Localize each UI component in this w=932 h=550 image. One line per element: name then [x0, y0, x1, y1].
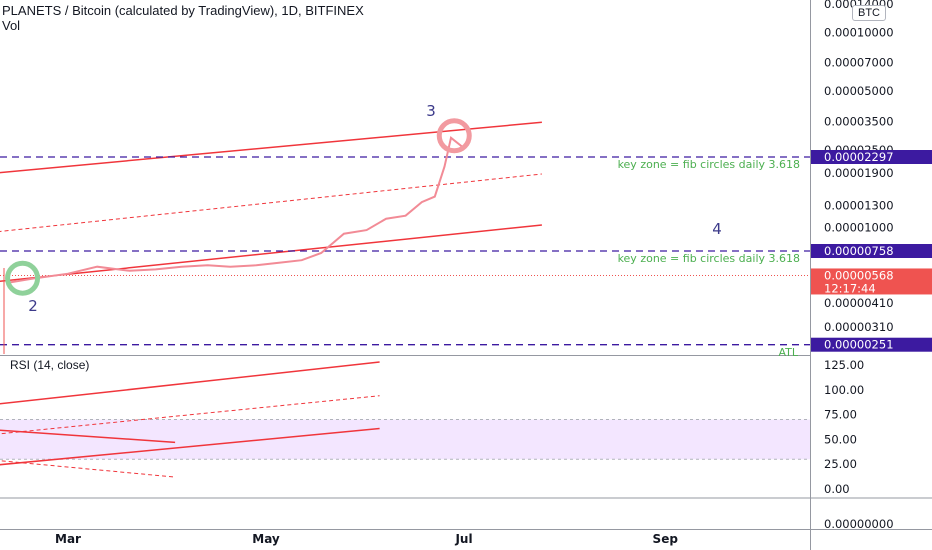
rsi-axis-tick: 100.00: [824, 383, 864, 397]
price-axis-tick: 0.00000410: [824, 296, 894, 310]
level-price-tag: [811, 244, 932, 258]
rsi-axis-tick: 25.00: [824, 457, 857, 471]
price-axis-tick: 0.00010000: [824, 25, 894, 39]
time-axis-tick: May: [252, 532, 280, 546]
lower-axis-tick: 0.00000000: [824, 517, 894, 531]
rsi-title: RSI (14, close): [10, 358, 89, 372]
key-zone-label: key zone = fib circles daily 3.618: [618, 252, 800, 265]
wave-label-2: 2: [28, 297, 38, 315]
level-tag-text: 0.00002297: [824, 150, 894, 164]
countdown-text: 12:17:44: [824, 281, 876, 295]
rsi-trend-line: [0, 427, 380, 466]
volume-label: Vol: [2, 18, 21, 33]
red-fib-circle: [436, 118, 472, 154]
rsi-axis-tick: 0.00: [824, 482, 850, 496]
rsi-axis-tick: 125.00: [824, 358, 864, 372]
rsi-trend-line: [0, 460, 176, 478]
price-axis-tick: 0.00001900: [824, 166, 894, 180]
price-axis-tick: 0.00005000: [824, 84, 894, 98]
wave-label-3: 3: [426, 102, 436, 120]
rsi-axis-tick: 75.00: [824, 408, 857, 422]
rsi-axis-tick: 50.00: [824, 432, 857, 446]
last-price-tag: [811, 268, 932, 295]
price-axis-tick: 0.00001300: [824, 198, 894, 212]
rsi-trend-line: [0, 429, 176, 444]
rsi-trend-line: [0, 361, 380, 405]
time-axis-tick: Jul: [454, 532, 472, 546]
currency-scale-button[interactable]: BTC: [852, 5, 886, 21]
green-fib-circle: [5, 260, 41, 296]
channel-line-middle: [0, 173, 542, 232]
price-axis-tick: 0.00007000: [824, 56, 894, 70]
atl-label: ATL: [778, 346, 798, 359]
level-tag-text: 0.00000251: [824, 338, 894, 352]
key-zone-label: key zone = fib circles daily 3.618: [618, 158, 800, 171]
level-tag-text: 0.00000758: [824, 244, 894, 258]
price-axis-tick: 0.00000310: [824, 320, 894, 334]
level-tag-text: 0.00000568: [824, 268, 894, 282]
wave-label-4: 4: [712, 220, 722, 238]
rsi-trend-line: [0, 395, 380, 435]
time-axis-tick: Mar: [55, 532, 81, 546]
level-price-tag: [811, 150, 932, 164]
price-axis-tick: 0.00001000: [824, 221, 894, 235]
channel-line-lower: [0, 224, 542, 282]
time-axis-tick: Sep: [653, 532, 679, 546]
chart-title: PLANETS / Bitcoin (calculated by Trading…: [2, 3, 364, 18]
price-axis-tick: 0.00003500: [824, 114, 894, 128]
price-series-line: [6, 136, 465, 284]
level-price-tag: [811, 337, 932, 352]
